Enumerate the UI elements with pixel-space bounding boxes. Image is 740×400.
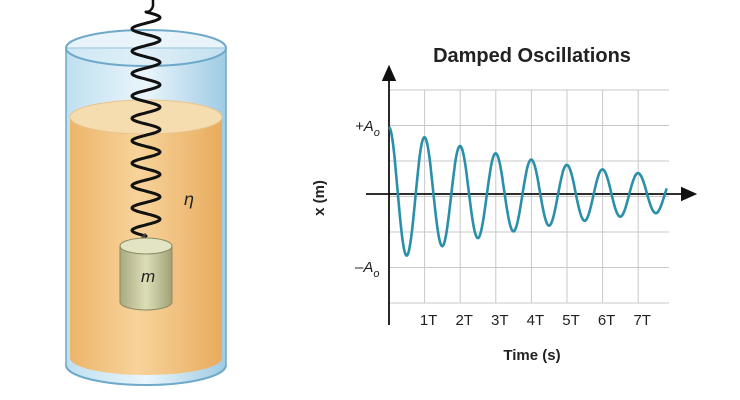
x-tick-label: 6T <box>598 312 616 329</box>
glass-rim <box>65 29 227 67</box>
y-tick-plus-amplitude: +Ao <box>355 118 380 139</box>
fluid-surface <box>69 99 223 135</box>
y-axis-title: x (m) <box>311 180 328 216</box>
x-tick-label: 3T <box>491 312 509 329</box>
x-tick-label: 7T <box>633 312 651 329</box>
x-tick-label: 5T <box>562 312 580 329</box>
spring-hook <box>147 0 155 14</box>
y-tick-minus-amplitude: –Ao <box>354 259 379 280</box>
x-tick-label: 1T <box>420 312 438 329</box>
x-axis-title: Time (s) <box>503 347 560 364</box>
chart-title: Damped Oscillations <box>433 45 631 67</box>
damped-oscillation-curve <box>388 125 668 257</box>
mass-label: m <box>141 267 155 286</box>
glass-bottom <box>65 364 227 386</box>
x-tick-label: 4T <box>527 312 545 329</box>
x-tick-labels: 1T 2T 3T 4T 5T 6T 7T <box>420 312 651 329</box>
spring-coil-icon <box>130 10 162 238</box>
chart: Damped Oscillations +Ao –Ao 1T 2T 3T 4T 5T 6T… <box>311 45 698 364</box>
apparatus: m η <box>65 0 227 386</box>
mass-cylinder-icon <box>119 237 173 311</box>
damping-coefficient-label: η <box>184 189 194 209</box>
x-tick-label: 2T <box>455 312 473 329</box>
grid <box>388 89 669 304</box>
